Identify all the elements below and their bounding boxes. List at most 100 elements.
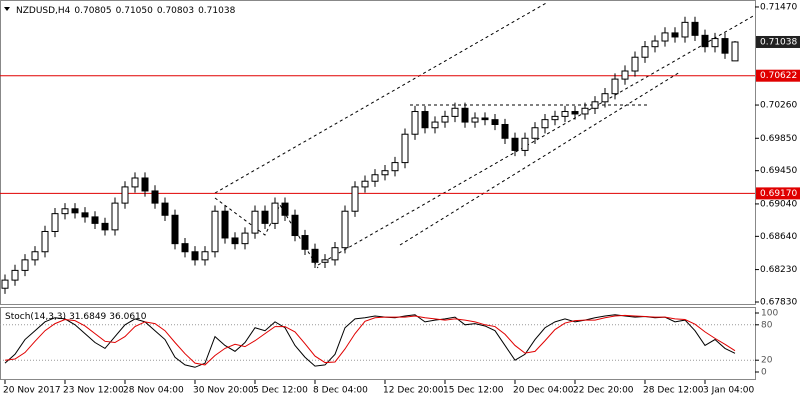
last-price-label: 0.71038: [760, 37, 797, 47]
candle-body: [331, 247, 339, 261]
candle-body: [651, 40, 659, 48]
x-tick-label: 28 Dec 12:00: [643, 386, 704, 396]
candle-body: [581, 107, 589, 115]
level-label: 0.69170: [760, 189, 797, 199]
indicator-value: 36.0610: [109, 312, 146, 322]
candle-body: [111, 202, 119, 231]
indicator-title: Stoch(14,3,3): [5, 312, 66, 322]
candle-body: [711, 38, 719, 48]
candle-body: [131, 177, 139, 188]
level-label-box: [756, 69, 800, 82]
candle-body: [461, 107, 469, 123]
candle-body: [191, 251, 199, 261]
candle-body: [1, 279, 9, 289]
candle-body: [681, 21, 689, 38]
indicator-tick-label: 0: [761, 368, 767, 378]
candle-body: [571, 111, 579, 115]
candle-body: [441, 115, 449, 123]
chart-header: NZDUSD,H4 0.70805 0.71050 0.70803 0.71038: [16, 6, 236, 16]
candle-body: [91, 216, 99, 224]
y-tick-label: 0.69850: [760, 134, 797, 144]
candle-body: [351, 186, 359, 212]
candle-body: [301, 235, 309, 250]
candle-body: [421, 111, 429, 129]
indicator-value: 31.6849: [69, 312, 106, 322]
candle-body: [121, 186, 129, 204]
candle-body: [81, 212, 89, 218]
candle-body: [721, 38, 729, 54]
candle-body: [731, 41, 739, 62]
candle-body: [481, 117, 489, 121]
candle-body: [221, 210, 229, 239]
candle-body: [601, 93, 609, 103]
candle-body: [671, 32, 679, 38]
x-tick-label: 20 Nov 2017: [3, 386, 61, 396]
channel-upper: [214, 1, 549, 194]
candle-body: [161, 202, 169, 216]
candle-body: [401, 133, 409, 164]
candle-body: [641, 46, 649, 58]
y-tick-label: 0.71470: [760, 2, 797, 12]
y-tick-label: 0.69040: [760, 199, 797, 209]
candle-body: [341, 210, 349, 249]
x-tick-label: 3 Jan 04:00: [703, 386, 755, 396]
candle-body: [531, 127, 539, 139]
indicator-tick-label: 80: [761, 320, 773, 330]
indicator-tick-label: 100: [761, 309, 778, 319]
candle-body: [631, 56, 639, 72]
candle-body: [211, 210, 219, 253]
indicator-tick-label: 20: [761, 356, 773, 366]
ohlc-value: 0.71050: [116, 6, 153, 16]
level-label: 0.70622: [760, 71, 797, 81]
candle-body: [501, 123, 509, 139]
ohlc-value: 0.70803: [157, 6, 194, 16]
y-tick-label: 0.68230: [760, 265, 797, 275]
candle-body: [541, 119, 549, 129]
candle-body: [141, 177, 149, 192]
candle-body: [231, 237, 239, 245]
candle-body: [61, 208, 69, 215]
main-frame: [0, 0, 756, 305]
candle-body: [241, 232, 249, 245]
candle-body: [151, 190, 159, 204]
candle-body: [41, 230, 49, 253]
candle-body: [321, 259, 329, 263]
menu-arrow[interactable]: [4, 7, 10, 11]
candle-body: [471, 117, 479, 123]
candle-body: [381, 170, 389, 176]
ohlc-value: 0.71038: [198, 6, 235, 16]
candle-body: [181, 243, 189, 253]
candle-body: [411, 111, 419, 135]
candle-body: [691, 21, 699, 36]
candle-body: [21, 259, 29, 271]
stoch-line: [4, 314, 736, 368]
y-tick-label: 0.70260: [760, 101, 797, 111]
stoch-line: [4, 314, 736, 366]
candle-body: [621, 70, 629, 80]
candle-body: [101, 222, 109, 231]
candle-body: [561, 111, 569, 117]
candle-body: [661, 32, 669, 42]
candle-body: [371, 174, 379, 182]
x-tick-label: 23 Nov 12:00: [63, 386, 124, 396]
x-tick-label: 8 Dec 04:00: [313, 386, 368, 396]
candle-body: [391, 162, 399, 172]
x-tick-label: 5 Dec 12:00: [253, 386, 308, 396]
candle-body: [361, 180, 369, 188]
candle-body: [511, 137, 519, 151]
candle-body: [171, 214, 179, 245]
x-tick-label: 28 Nov 04:00: [123, 386, 184, 396]
candle-body: [521, 137, 529, 151]
candle-body: [281, 202, 289, 216]
x-tick-label: 30 Nov 20:00: [193, 386, 254, 396]
candle-body: [71, 208, 79, 214]
indicator-frame: [0, 307, 756, 380]
ohlc-value: 0.70805: [74, 6, 111, 16]
indicator-header: Stoch(14,3,3) 31.6849 36.0610: [5, 312, 147, 322]
candle-body: [261, 210, 269, 224]
candle-body: [51, 213, 59, 232]
last-price-box: [756, 35, 800, 48]
candle-body: [271, 202, 279, 224]
candle-body: [611, 78, 619, 95]
